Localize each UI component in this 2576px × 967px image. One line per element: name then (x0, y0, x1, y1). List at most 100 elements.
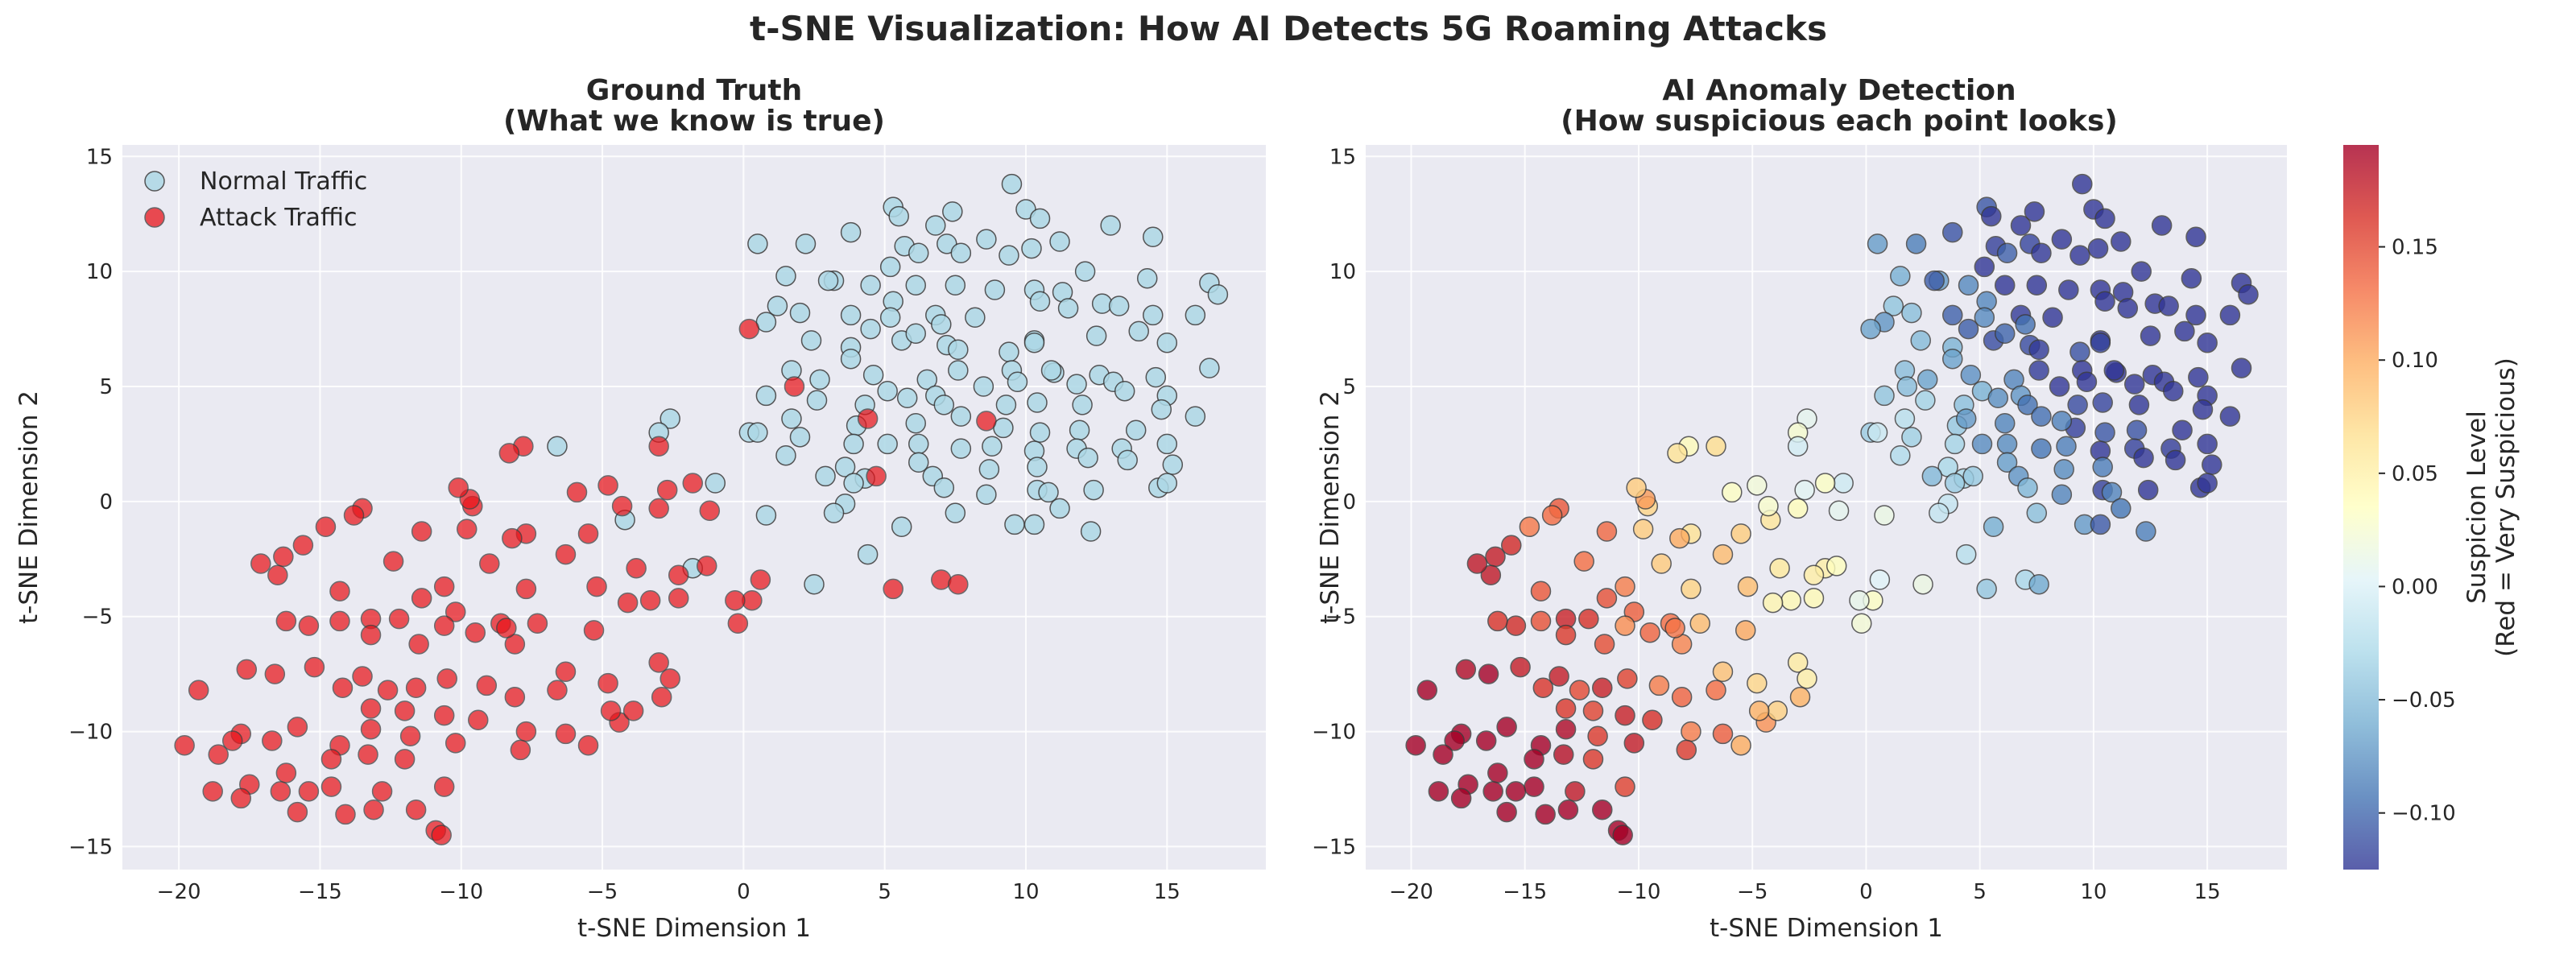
suspicion-point (2026, 275, 2048, 296)
ground-truth-ytick-label: −5 (82, 605, 113, 630)
ground-truth-ytick-label: −15 (68, 835, 113, 859)
suspicion-point (2087, 238, 2109, 259)
attack-point (405, 677, 427, 699)
figure-suptitle: t-SNE Visualization: How AI Detects 5G R… (750, 9, 1827, 48)
suspicion-point (1849, 589, 1870, 611)
normal-point (965, 307, 986, 329)
suspicion-point (1712, 661, 1734, 683)
attack-point (221, 730, 243, 751)
legend-attack-label: Attack Traffic (200, 204, 357, 232)
suspicion-point (1648, 675, 1670, 696)
normal-point (976, 484, 997, 506)
attack-point (358, 744, 378, 765)
suspicion-point (2053, 459, 2074, 480)
suspicion-point (2067, 395, 2088, 415)
suspicion-point (1971, 433, 1993, 455)
suspicion-point (2031, 242, 2052, 264)
normal-point (1207, 283, 1229, 305)
colorbar-gradient (2343, 145, 2379, 870)
attack-point (727, 613, 749, 634)
normal-point (1151, 399, 1172, 420)
suspicion-point (1780, 589, 1801, 611)
normal-point (775, 266, 796, 287)
suspicion-point (1901, 427, 1922, 448)
suspicion-point (1958, 318, 1979, 340)
normal-point (1185, 304, 1206, 326)
normal-point (1091, 293, 1113, 314)
suspicion-point (1524, 776, 1544, 797)
normal-point (860, 318, 881, 340)
normal-point (1085, 325, 1107, 346)
suspicion-point (1890, 266, 1911, 287)
suspicion-point (2165, 449, 2186, 471)
attack-point (335, 804, 356, 825)
normal-point (857, 543, 879, 565)
suspicion-point (2181, 267, 2202, 289)
attack-point (457, 519, 478, 539)
suspicion-point (1482, 781, 1503, 802)
normal-point (1021, 238, 1042, 259)
normal-point (1029, 422, 1051, 443)
suspicion-point (1592, 799, 1613, 820)
normal-point (1074, 261, 1096, 282)
suspicion-point (1994, 275, 2016, 296)
normal-point (982, 436, 1003, 457)
suspicion-point (1905, 233, 1927, 254)
anomaly-xtick-label: 10 (2080, 880, 2107, 904)
suspicion-point (1689, 613, 1710, 634)
suspicion-point (2072, 173, 2093, 195)
suspicion-point (2111, 231, 2132, 252)
attack-point (188, 680, 209, 700)
normal-point (905, 323, 926, 345)
suspicion-point (1794, 479, 1815, 501)
attack-point (479, 553, 500, 574)
anomaly-xtick-label: −5 (1737, 880, 1768, 904)
normal-point (999, 245, 1019, 266)
ground-truth-xtick-label: 15 (1154, 880, 1180, 904)
attack-point (433, 615, 455, 636)
ground-truth-points (174, 173, 1229, 845)
suspicion-point (2219, 406, 2241, 427)
suspicion-point (1747, 672, 1768, 694)
suspicion-point (1478, 663, 1499, 684)
normal-point (804, 573, 825, 595)
attack-point (236, 659, 258, 680)
attack-point (656, 479, 678, 501)
attack-point (433, 776, 455, 797)
anomaly-xtick-label: 5 (1973, 880, 1987, 904)
suspicion-point (1944, 473, 1966, 494)
suspicion-point (1767, 700, 1788, 721)
suspicion-point (2015, 314, 2036, 335)
attack-point (329, 610, 350, 632)
suspicion-point (1787, 652, 1809, 673)
attack-point (465, 622, 486, 643)
colorbar-label-line2: (Red = Very Suspicious) (2491, 357, 2520, 657)
normal-point (834, 457, 856, 477)
ground-truth-ytick-label: 15 (86, 145, 113, 169)
suspicion-point (1789, 686, 1811, 708)
attack-point (273, 546, 294, 568)
suspicion-point (2051, 229, 2073, 250)
attack-point (597, 475, 618, 496)
suspicion-point (2076, 371, 2098, 393)
normal-point (1156, 332, 1178, 353)
normal-point (1199, 357, 1220, 378)
suspicion-point (1787, 498, 1809, 519)
suspicion-point (1762, 592, 1784, 614)
normal-point (843, 473, 864, 494)
suspicion-point (1996, 242, 2018, 264)
attack-point (405, 799, 427, 820)
anomaly-ticks: −20 −15 −10 −5 0 5 10 15 −15 −10 −5 0 5 10 15 (1312, 145, 2221, 904)
anomaly-points (1405, 173, 2259, 845)
normal-point (547, 436, 568, 457)
attack-point (275, 762, 297, 783)
normal-point (1077, 447, 1098, 469)
attack-point (363, 799, 384, 820)
attack-point (566, 481, 588, 503)
suspicion-point (1921, 465, 1943, 487)
suspicion-point (2151, 215, 2173, 236)
attack-point (275, 610, 297, 632)
suspicion-point (2103, 360, 2125, 381)
normal-point (1027, 457, 1048, 477)
attack-point (448, 477, 469, 498)
